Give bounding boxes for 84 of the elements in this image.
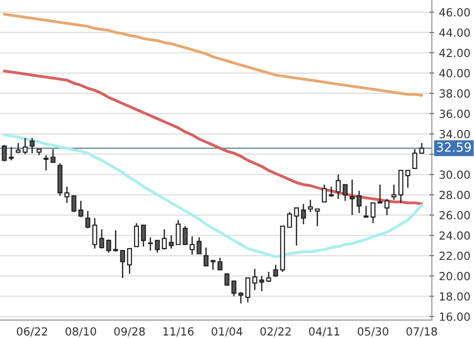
x-tick-label: 01/04: [212, 327, 242, 337]
line-series: [2, 12, 424, 97]
candlestick: [44, 154, 49, 172]
candlestick: [127, 248, 132, 275]
candlestick: [22, 137, 28, 155]
candlestick: [85, 210, 90, 229]
candlestick: [50, 148, 56, 163]
candlestick: [224, 273, 230, 286]
candlestick: [190, 236, 195, 256]
y-tick-label: 26.00: [440, 211, 470, 220]
candlestick: [364, 205, 369, 218]
candlestick: [238, 292, 244, 304]
candlestick: [182, 226, 188, 246]
candlestick: [350, 178, 355, 216]
candlestick: [162, 228, 167, 250]
candlestick: [356, 190, 362, 214]
candlestick: [252, 268, 258, 291]
y-tick-label: 16.00: [440, 312, 470, 321]
y-tick-label: 36.00: [440, 110, 470, 118]
candlestick: [370, 202, 376, 224]
candlestick: [8, 146, 14, 161]
y-tick-label: 38.00: [440, 89, 470, 98]
y-tick-label: 22.00: [440, 252, 470, 260]
candlestick: [134, 222, 139, 248]
candlestick: [287, 211, 292, 228]
candlestick: [412, 148, 418, 170]
candlestick: [154, 240, 160, 254]
candlestick: [196, 236, 202, 254]
candlestick: [16, 142, 21, 154]
y-tick-label: 42.00: [439, 48, 470, 58]
y-tick-label: 34.00: [440, 130, 470, 138]
candlestick: [92, 218, 98, 250]
candlestick: [113, 230, 118, 252]
candlestick: [405, 170, 410, 188]
candlestick: [342, 184, 348, 202]
candlestick: [273, 264, 278, 278]
candlestick: [231, 280, 236, 297]
x-tick-label: 11/16: [163, 327, 194, 337]
y-tick-label: 20.00: [440, 272, 470, 280]
candlestick: [419, 142, 424, 154]
x-tick-label: 07/18: [406, 327, 437, 337]
candlestick: [384, 198, 390, 216]
candlestick: [140, 224, 146, 248]
x-tick-label: 02/22: [260, 327, 291, 337]
candlestick: [322, 184, 327, 203]
candlestick: [336, 174, 341, 200]
candlestick: [2, 144, 7, 162]
y-tick-label: 46.00: [439, 8, 470, 17]
ref-line-label: 32.59: [436, 142, 471, 152]
candlestick: [294, 207, 299, 246]
candlestick: [204, 246, 209, 266]
y-tick-label: 18.00: [440, 292, 470, 301]
candlestick: [378, 184, 382, 204]
candlestick: [328, 186, 334, 198]
candlestick: [266, 271, 272, 283]
candlestick: [120, 250, 126, 279]
candlestick: [106, 238, 112, 254]
x-tick-label: 06/22: [16, 327, 48, 337]
candlestick: [78, 200, 84, 218]
candlestick: [314, 208, 320, 227]
candlestick: [308, 199, 313, 213]
x-tick-label: 04/11: [309, 327, 340, 337]
candlestick: [245, 277, 250, 303]
x-tick-label: 08/10: [66, 327, 96, 337]
y-tick-label: 40.00: [439, 69, 470, 78]
candlestick: [218, 257, 222, 270]
y-tick-label: 30.00: [440, 170, 470, 179]
candlestick: [148, 236, 153, 252]
candlestick: [210, 259, 216, 270]
candlestick: [300, 203, 306, 225]
x-tick-label: 05/30: [358, 327, 388, 337]
candlestick: [71, 195, 76, 213]
candlestick: [168, 234, 174, 250]
candlestick: [259, 275, 264, 292]
y-tick-label: 28.00: [440, 190, 470, 200]
line-series: [2, 134, 424, 258]
candlestick: [176, 220, 181, 246]
y-tick-label: 24.00: [440, 231, 470, 240]
x-tick-label: 09/28: [114, 327, 145, 337]
candlestick: [391, 184, 396, 200]
candlestick: [64, 186, 70, 204]
candlestick: [99, 228, 104, 250]
y-tick-label: 44.00: [439, 28, 470, 37]
candlestick: [30, 137, 35, 154]
